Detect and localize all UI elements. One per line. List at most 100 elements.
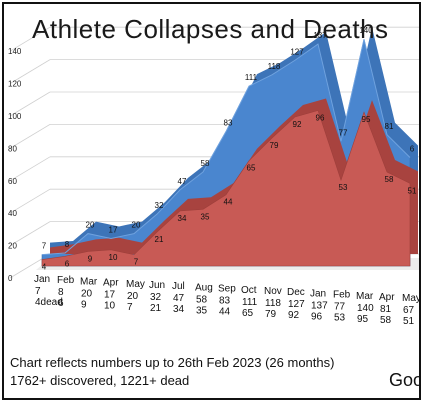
y-tick-label: 100 [8,112,22,121]
grid-diagonal [9,221,51,246]
data-label-deaths: 9 [88,254,93,263]
x-value-label: 8 [58,287,64,298]
grid-diagonal [9,26,51,52]
data-label-collapses: 20 [132,221,141,230]
x-tick-label: Apr [103,278,119,289]
data-label-collapses: 81 [385,122,394,131]
x-value-label: 20 [81,288,93,299]
x-value-label: 79 [265,309,277,320]
grid-diagonal [9,124,51,149]
chart-footnote: Chart reflects numbers up to 26th Feb 20… [10,354,334,390]
data-label-collapses: 32 [155,201,164,210]
x-value-label: 58 [196,294,208,305]
data-label-collapses: 140 [359,26,373,35]
x-value-label: 53 [334,313,346,324]
x-value-label: 9 [81,299,87,310]
x-value-label: 47 [173,293,185,304]
x-value-label: 77 [334,302,346,313]
x-value-label: 6 [58,298,64,309]
x-tick-label: Sep [218,284,236,295]
footnote-line-1: Chart reflects numbers up to 26th Feb 20… [10,355,335,370]
data-label-collapses: 20 [86,221,95,230]
data-label-deaths: 7 [134,258,139,267]
grid-diagonal [9,91,51,117]
data-label-collapses: 118 [268,62,281,71]
x-tick-label: Jan [310,288,326,299]
x-value-label: 35 [196,305,208,316]
x-tick-label: Jun [149,280,165,291]
data-label-collapses: 17 [109,225,118,234]
data-label-deaths: 58 [385,175,394,184]
x-value-label: 4dead [35,297,63,308]
data-label-deaths: 44 [224,198,233,207]
data-label-collapses: 8 [65,240,70,249]
data-label-deaths: 92 [293,120,302,129]
x-value-label: 65 [242,308,254,319]
y-tick-label: 60 [8,177,17,186]
x-tick-label: Mar [356,291,374,302]
y-tick-label: 20 [8,242,17,251]
x-value-label: 67 [403,305,415,316]
x-value-label: 81 [380,304,392,315]
data-label-collapses: 6 [410,144,415,153]
x-tick-label: Jul [172,281,185,292]
x-tick-label: Oct [241,285,257,296]
data-label-deaths: 34 [178,214,187,223]
data-label-deaths: 35 [201,212,210,221]
data-label-collapses: 137 [313,31,327,40]
x-value-label: 21 [150,303,162,314]
data-label-deaths: 51 [408,186,417,195]
x-tick-label: May [126,279,145,290]
data-label-deaths: 95 [362,115,371,124]
x-tick-label: Jan [34,274,50,285]
footnote-line-2: 1762+ discovered, 1221+ dead [10,373,190,388]
x-value-label: 51 [403,316,415,327]
x-tick-label: Apr [379,292,395,303]
x-tick-label: Feb [333,290,351,301]
data-label-collapses: 83 [224,119,233,128]
grid-diagonal [9,156,51,182]
data-label-deaths: 65 [247,164,256,173]
y-tick-label: 140 [8,47,22,56]
data-label-collapses: 58 [201,159,210,168]
x-tick-label: Feb [57,275,75,286]
x-value-label: 92 [288,310,300,321]
x-value-label: 44 [219,307,231,318]
x-tick-label: Aug [195,282,213,293]
grid-diagonal [9,188,51,214]
data-label-deaths: 21 [155,235,164,244]
x-tick-label: Nov [264,286,282,297]
x-value-label: 58 [380,315,392,326]
y-tick-label: 0 [8,274,13,283]
data-label-collapses: 47 [178,177,187,186]
data-label-deaths: 79 [270,141,279,150]
watermark-text: Goo [389,370,421,390]
data-label-deaths: 10 [109,253,118,262]
x-value-label: 83 [219,296,231,307]
y-tick-label: 40 [8,209,17,218]
x-value-label: 127 [288,299,305,310]
x-value-label: 32 [150,292,162,303]
chart-title: Athlete Collapses and Deaths [32,14,389,44]
series-collapses-edge [41,39,411,256]
x-value-label: 7 [35,286,41,297]
x-value-label: 96 [311,311,323,322]
y-tick-label: 120 [8,80,22,89]
x-value-label: 137 [311,300,328,311]
x-value-label: 34 [173,304,185,315]
x-value-label: 111 [242,297,258,308]
data-label-deaths: 53 [339,183,348,192]
x-value-label: 7 [127,302,133,313]
data-label-deaths: 4 [42,263,47,272]
x-tick-label: Mar [80,276,98,287]
x-value-label: 10 [104,301,116,312]
x-value-label: 140 [357,303,374,314]
x-value-label: 95 [357,314,369,325]
y-tick-label: 80 [8,144,17,153]
x-value-label: 20 [127,291,139,302]
data-label-collapses: 127 [290,47,304,56]
series-deaths-area [41,110,411,267]
data-label-collapses: 77 [339,128,348,137]
